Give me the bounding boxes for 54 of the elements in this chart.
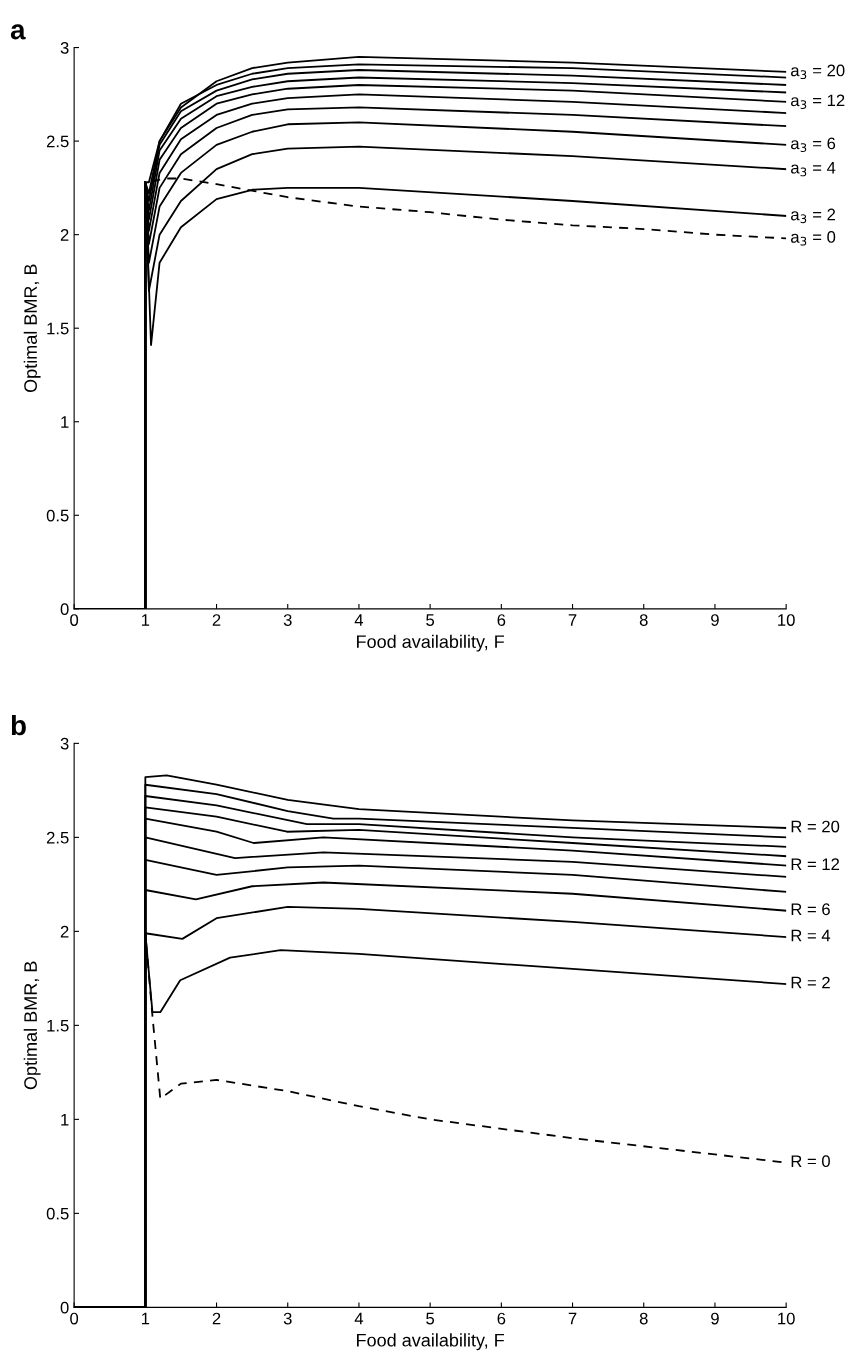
series-label: R = 4 (791, 929, 831, 942)
chart-title: b (11, 714, 26, 736)
y-tick-label: 2.5 (46, 831, 69, 844)
series-label: R = 20 (791, 820, 840, 833)
x-tick-label: 10 (778, 1312, 795, 1325)
y-tick-label: 1 (61, 1113, 69, 1126)
x-tick-label: 3 (283, 614, 292, 626)
y-tick-label: 3 (60, 737, 69, 750)
x-tick-label: 9 (711, 1312, 719, 1325)
y-tick-label: 2.5 (46, 135, 69, 148)
x-tick-label: 4 (354, 614, 364, 626)
series-label: a$_{3}$ = 20 (791, 64, 845, 80)
chart-title: a (10, 24, 26, 40)
y-tick-label: 2 (60, 925, 69, 938)
series-label: R = 12 (791, 858, 840, 870)
x-tick-label: 2 (212, 1312, 221, 1325)
series-label: a$_{3}$ = 12 (791, 94, 845, 109)
series-label: a$_{3}$ = 4 (791, 161, 836, 177)
x-tick-label: 1 (141, 614, 150, 626)
y-axis-title: Optimal BMR, B (23, 961, 41, 1090)
x-tick-label: 0 (70, 1312, 79, 1325)
y-tick-label: 3 (60, 41, 69, 54)
series-label: R = 6 (791, 903, 830, 916)
x-axis-title: Food availability, F (357, 1333, 505, 1351)
y-tick-label: 0 (60, 603, 69, 616)
x-tick-label: 4 (354, 1312, 364, 1325)
x-tick-label: 1 (141, 1312, 150, 1325)
x-tick-label: 5 (426, 614, 435, 626)
x-tick-label: 8 (639, 614, 648, 626)
x-tick-label: 2 (212, 614, 221, 626)
x-tick-label: 10 (778, 614, 795, 626)
x-tick-label: 9 (711, 614, 719, 626)
x-axis-title: Food availability, F (357, 634, 505, 652)
y-tick-label: 0 (60, 1301, 69, 1314)
y-tick-label: 1.5 (47, 1019, 69, 1032)
series-label: R = 2 (791, 976, 830, 989)
series-label: a$_{3}$ = 0 (791, 231, 836, 246)
y-tick-label: 1 (61, 416, 69, 428)
x-tick-label: 3 (283, 1312, 292, 1325)
x-tick-label: 7 (568, 614, 577, 626)
series-label: a$_{3}$ = 6 (791, 137, 836, 153)
series-label: a$_{3}$ = 2 (791, 208, 836, 224)
x-tick-label: 6 (497, 614, 506, 626)
x-tick-label: 7 (568, 1312, 577, 1325)
x-tick-label: 5 (426, 1312, 435, 1325)
y-tick-label: 0.5 (46, 509, 69, 522)
y-axis-title: Optimal BMR, B (23, 264, 41, 393)
y-tick-label: 1.5 (47, 322, 69, 335)
x-tick-label: 8 (639, 1312, 648, 1325)
y-tick-label: 0.5 (46, 1207, 69, 1220)
x-tick-label: 0 (70, 614, 79, 626)
series-label: R = 0 (791, 1155, 830, 1168)
y-tick-label: 2 (60, 229, 69, 241)
x-tick-label: 6 (497, 1312, 506, 1325)
